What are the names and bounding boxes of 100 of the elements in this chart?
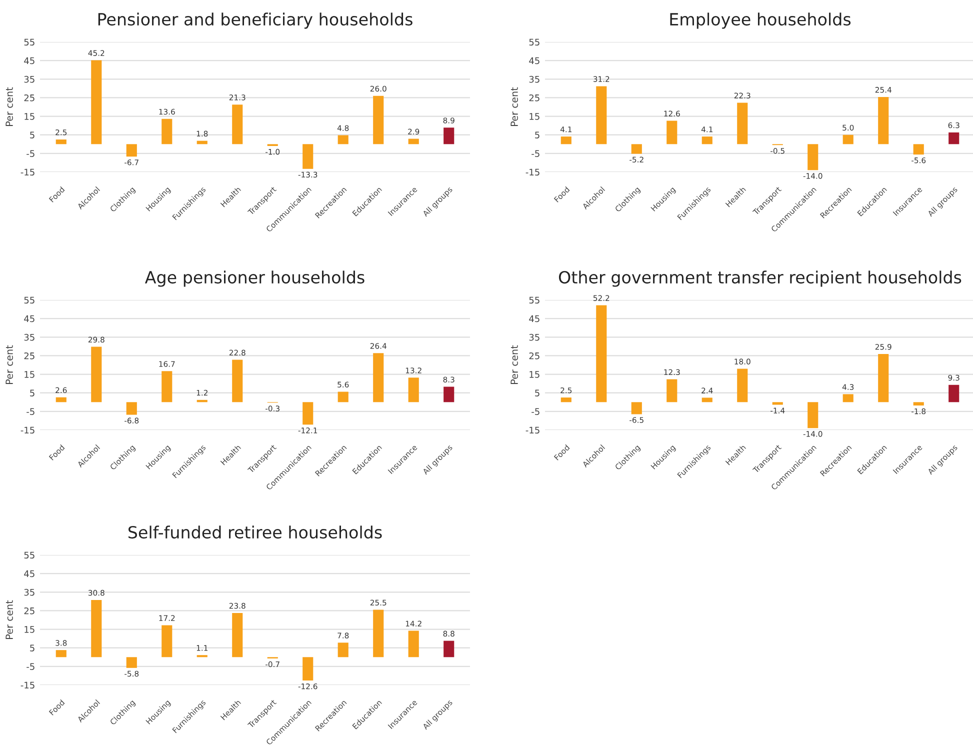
y-tick-label: -5 — [26, 408, 34, 415]
y-axis-title: Per cent — [6, 345, 13, 384]
y-tick-label: 55 — [24, 38, 34, 46]
y-tick-label: 15 — [24, 113, 34, 120]
y-tick-label: -5 — [532, 408, 540, 415]
bar — [666, 120, 678, 144]
bar — [126, 657, 137, 668]
bar — [948, 384, 960, 402]
bar — [162, 371, 172, 402]
y-tick-label: -15 — [20, 168, 34, 176]
bar — [913, 402, 924, 406]
bar — [596, 86, 607, 144]
bar — [56, 650, 66, 658]
bar — [842, 134, 854, 144]
bar — [373, 353, 384, 402]
bar — [338, 135, 348, 144]
bar — [408, 138, 419, 144]
bar — [162, 625, 172, 658]
y-tick-label: 25 — [529, 352, 540, 360]
chart-title: Other government transfer recipient households — [558, 270, 962, 287]
bar — [560, 136, 572, 144]
bar — [408, 630, 419, 658]
bar — [232, 104, 243, 144]
bar — [408, 378, 419, 402]
y-tick-label: 55 — [529, 296, 540, 304]
y-tick-label: 5 — [30, 390, 34, 396]
bar — [338, 392, 348, 402]
bar — [631, 402, 642, 414]
y-tick-label: 5 — [30, 644, 34, 652]
bar — [302, 402, 314, 425]
y-tick-label: 55 — [24, 552, 34, 559]
bar — [126, 144, 137, 157]
bar — [444, 640, 454, 658]
y-tick-label: 35 — [529, 334, 540, 341]
bar — [444, 128, 454, 144]
y-tick-label: 45 — [529, 57, 540, 64]
bar — [808, 144, 818, 170]
bar — [737, 102, 748, 144]
y-tick-label: -5 — [26, 663, 34, 670]
y-tick-label: 45 — [24, 570, 34, 578]
chart-title: Age pensioner households — [144, 270, 364, 287]
bar — [232, 612, 243, 658]
bar — [56, 397, 66, 402]
y-tick-label: 15 — [24, 371, 34, 378]
y-axis-title: Per cent — [6, 87, 13, 126]
bar — [631, 144, 642, 154]
y-tick-label: 25 — [24, 94, 34, 102]
y-tick-label: 15 — [530, 113, 540, 120]
y-tick-label: -5 — [532, 150, 540, 157]
bar — [338, 642, 348, 658]
bar — [91, 60, 102, 144]
bar — [842, 394, 854, 402]
bar — [162, 118, 172, 144]
bar — [596, 305, 607, 402]
y-tick-label: -15 — [20, 426, 34, 434]
bar — [878, 96, 889, 144]
y-tick-label: 45 — [24, 57, 34, 64]
bar — [772, 402, 783, 405]
bar — [373, 610, 384, 658]
y-tick-label: 35 — [24, 588, 34, 596]
chart-title: Pensioner and beneficiary households — [98, 12, 412, 29]
bar — [91, 346, 102, 402]
y-tick-label: 5 — [535, 390, 540, 396]
bar — [560, 398, 572, 402]
bar — [878, 354, 889, 402]
y-tick-label: 25 — [529, 94, 540, 102]
bar — [808, 402, 818, 428]
y-tick-label: 45 — [24, 315, 34, 322]
y-tick-label: 55 — [24, 296, 34, 304]
bar — [666, 379, 678, 402]
bar — [232, 360, 243, 402]
bar — [56, 140, 66, 144]
chart-title: Self-funded retiree households — [128, 526, 382, 539]
y-tick-label: 35 — [24, 76, 34, 83]
y-tick-label: 15 — [530, 371, 540, 378]
bar — [126, 402, 137, 415]
y-tick-label: 55 — [529, 38, 540, 46]
bar — [302, 657, 314, 681]
y-tick-label: 15 — [24, 626, 34, 633]
bar — [91, 600, 102, 658]
bar — [373, 96, 384, 144]
y-tick-label: 35 — [24, 334, 34, 341]
y-axis-title: Per cent — [6, 600, 13, 639]
y-axis-title: Per cent — [510, 345, 518, 384]
y-tick-label: -15 — [526, 168, 540, 176]
y-tick-label: 35 — [529, 76, 540, 83]
y-tick-label: 5 — [30, 132, 34, 138]
bar — [702, 136, 712, 144]
y-tick-label: 25 — [24, 352, 34, 360]
bar — [737, 368, 748, 402]
y-tick-label: -5 — [26, 150, 34, 157]
y-tick-label: 5 — [535, 132, 540, 138]
y-tick-label: -15 — [526, 426, 540, 434]
y-axis-title: Per cent — [510, 87, 518, 126]
y-tick-label: -15 — [20, 682, 34, 689]
bar — [444, 386, 454, 402]
bar — [948, 132, 960, 144]
bar — [302, 144, 314, 169]
chart-title: Employee households — [670, 12, 851, 29]
y-tick-label: 45 — [529, 315, 540, 322]
